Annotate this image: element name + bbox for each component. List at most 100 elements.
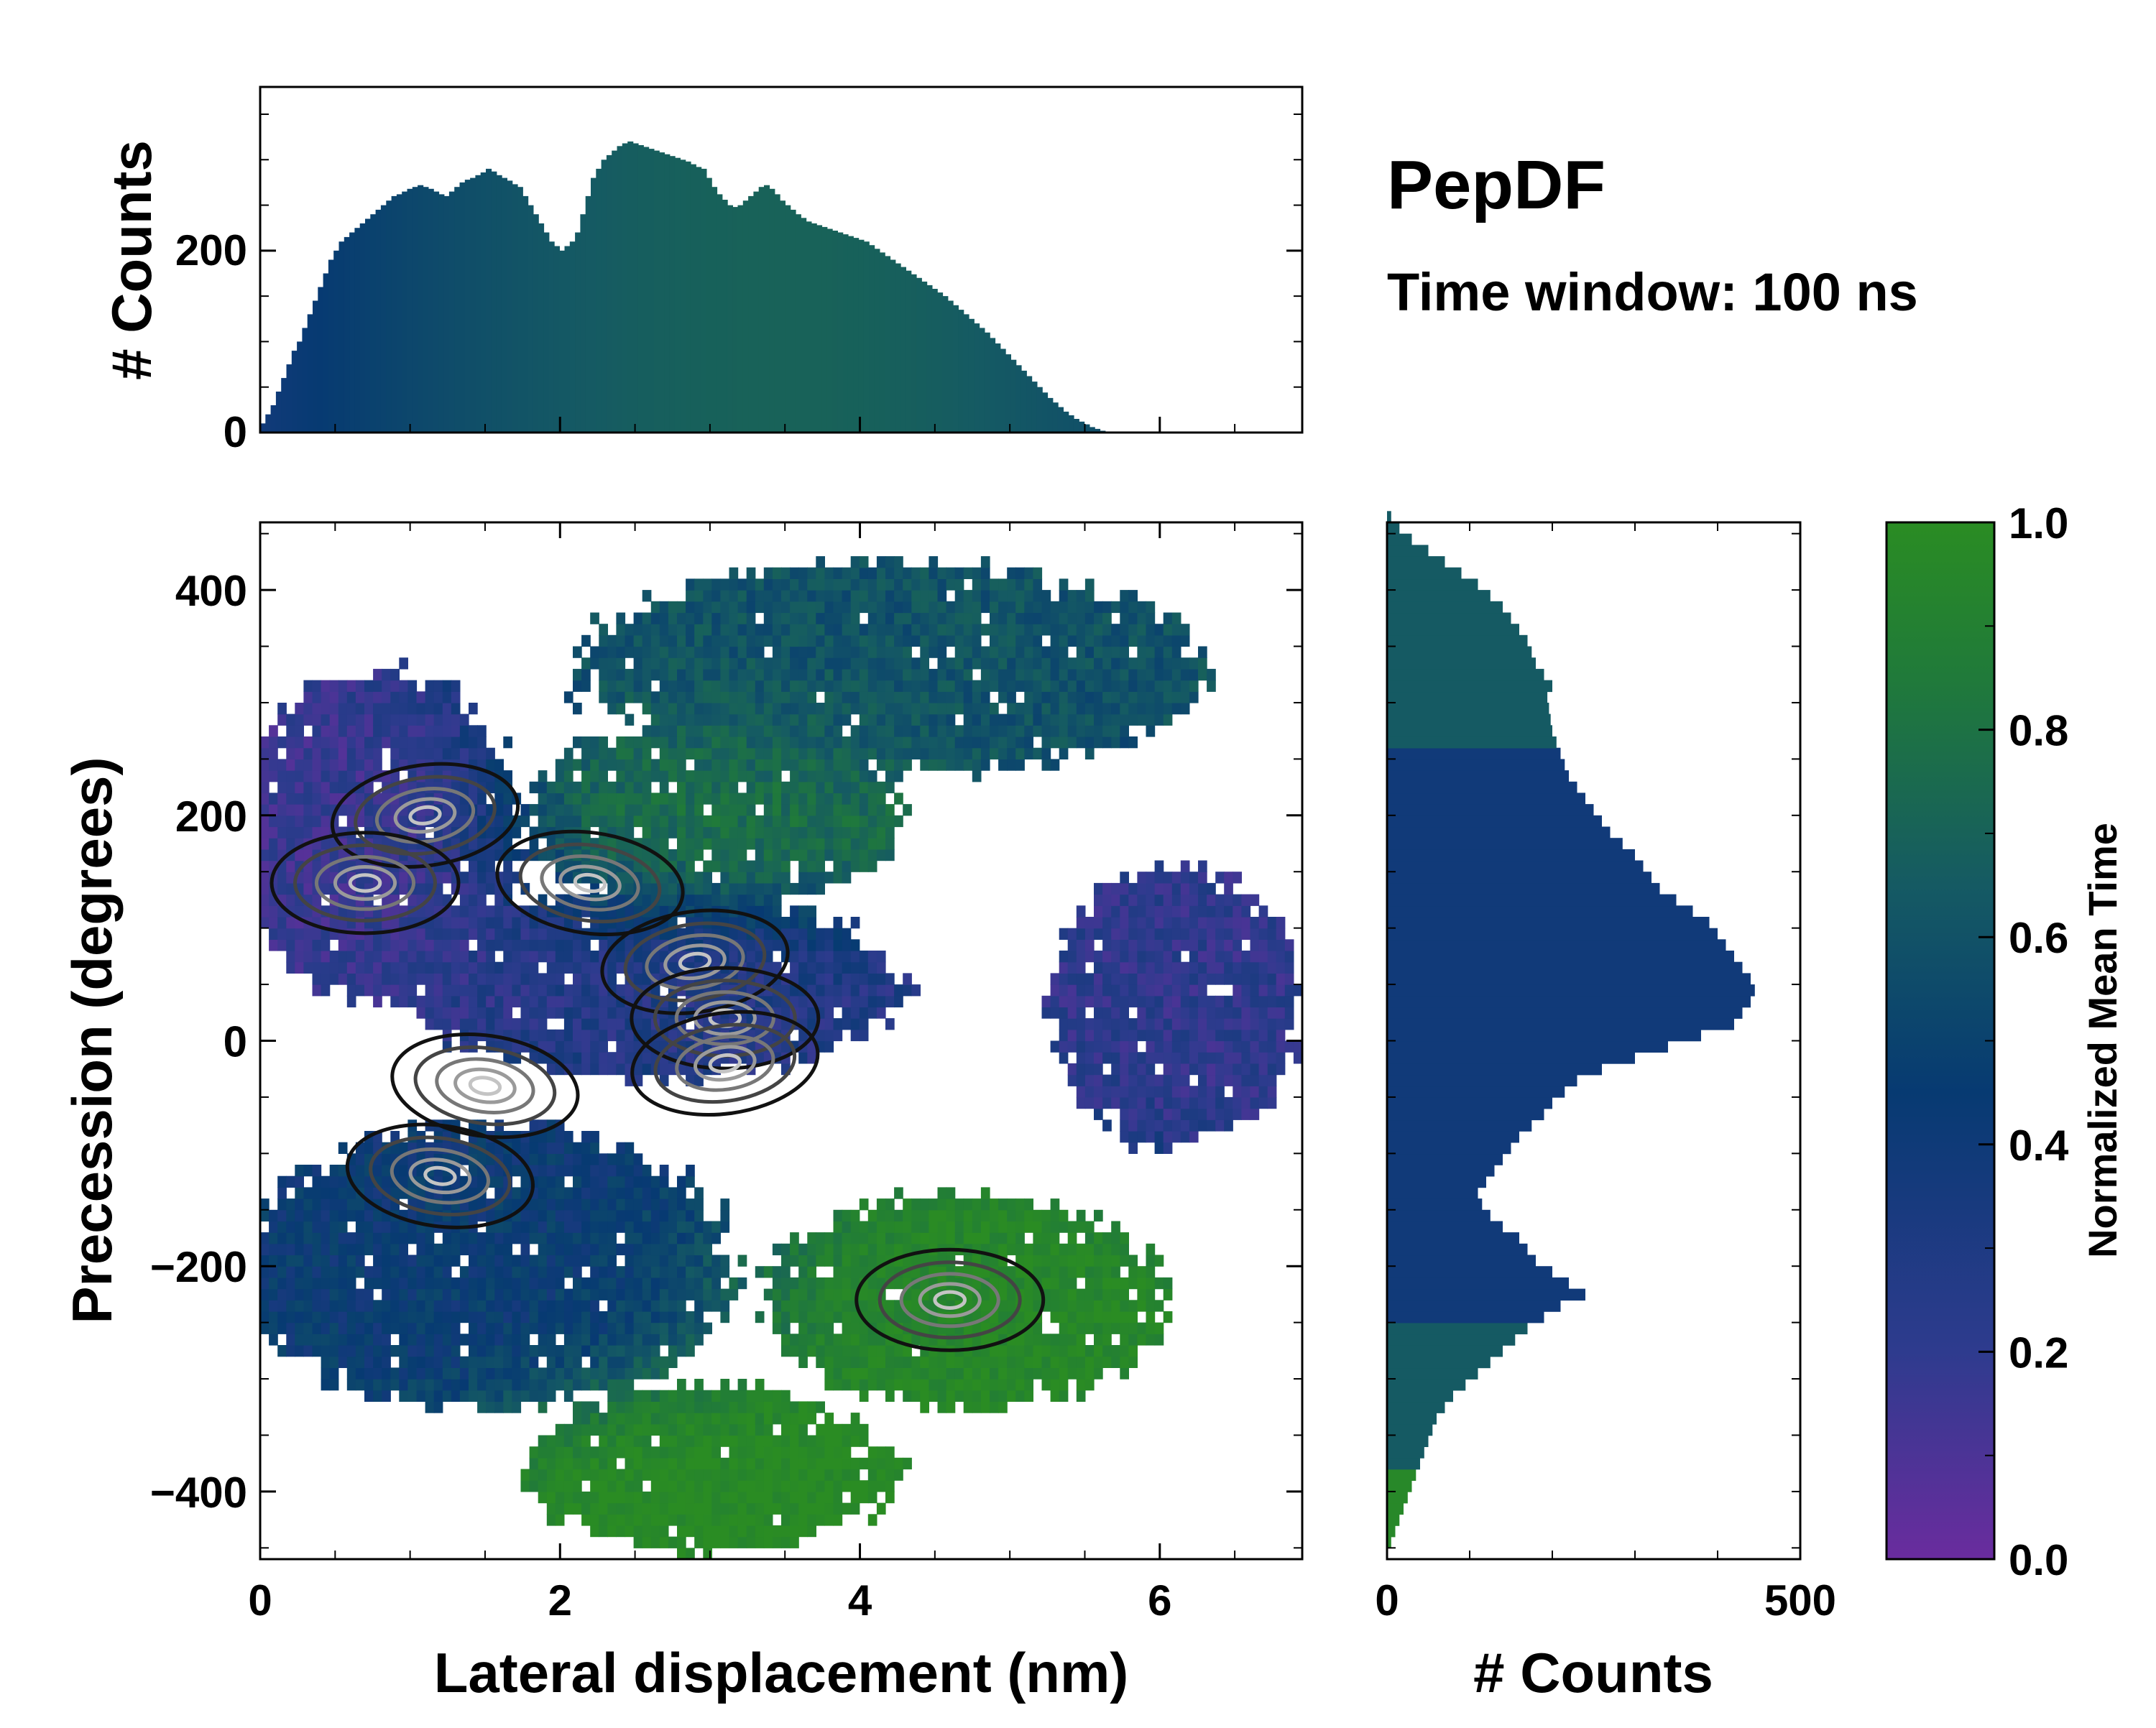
heatmap-cell (772, 849, 782, 861)
heatmap-cell (842, 928, 852, 940)
heatmap-cell (677, 1334, 686, 1346)
heatmap-cell (373, 747, 382, 759)
heatmap-cell (581, 657, 591, 670)
heatmap-cell (659, 646, 669, 658)
heatmap-cell (633, 1063, 643, 1076)
heatmap-cell (677, 1345, 686, 1357)
heatmap-cell (599, 1175, 608, 1188)
heatmap-cell (442, 1018, 452, 1030)
heatmap-cell (642, 1525, 652, 1538)
heatmap-cell (303, 759, 313, 771)
heatmap-cell (303, 804, 313, 816)
heatmap-cell (373, 691, 382, 703)
heatmap-cell (798, 1525, 808, 1538)
heatmap-cell (772, 860, 782, 872)
heatmap-cell (711, 838, 721, 850)
heatmap-cell (954, 1232, 964, 1244)
heatmap-cell (469, 1018, 478, 1030)
heatmap-cell (390, 1277, 400, 1290)
heatmap-cell (625, 1322, 635, 1334)
heatmap-cell (599, 1514, 608, 1526)
heatmap-cell (659, 1209, 669, 1222)
heatmap-cell (850, 973, 860, 985)
heatmap-cell (703, 624, 712, 636)
heatmap-cell (763, 849, 773, 861)
heatmap-cell (346, 1345, 356, 1357)
heatmap-cell (346, 1209, 356, 1222)
heatmap-cell (590, 646, 599, 658)
heatmap-cell (1033, 1232, 1043, 1244)
heatmap-cell (590, 1356, 599, 1368)
heatmap-cell (859, 1379, 869, 1391)
heatmap-cell (633, 1187, 643, 1199)
heatmap-cell (477, 747, 487, 759)
heatmap-cell (729, 612, 739, 624)
heatmap-cell (946, 1300, 956, 1312)
heatmap-cell (833, 601, 843, 614)
heatmap-cell (755, 747, 765, 759)
heatmap-cell (790, 713, 799, 726)
heatmap-cell (963, 1232, 973, 1244)
heatmap-cell (633, 1423, 643, 1436)
heatmap-cell (616, 1243, 626, 1256)
heatmap-cell (459, 995, 469, 1008)
heatmap-cell (442, 804, 452, 816)
heatmap-cell (555, 1514, 565, 1526)
heatmap-cell (903, 1390, 912, 1402)
heatmap-cell (1024, 567, 1033, 579)
heatmap-cell (807, 961, 816, 974)
heatmap-cell (677, 1255, 686, 1267)
heatmap-cell (555, 1175, 565, 1188)
heatmap-cell (546, 1175, 556, 1188)
heatmap-cell (1041, 995, 1051, 1008)
heatmap-cell (763, 759, 773, 771)
heatmap-cell (616, 1221, 626, 1233)
heatmap-cell (425, 973, 435, 985)
heatmap-cell (763, 624, 773, 636)
heatmap-cell (599, 815, 608, 828)
heatmap-cell (729, 849, 739, 861)
heatmap-cell (650, 1255, 660, 1267)
heatmap-cell (859, 1198, 869, 1211)
heatmap-cell (677, 759, 686, 771)
heatmap-cell (677, 826, 686, 838)
heatmap-cell (1059, 634, 1069, 647)
heatmap-cell (746, 770, 756, 782)
heatmap-cell (790, 1435, 799, 1447)
heatmap-cell (885, 1356, 895, 1368)
heatmap-cell (1015, 601, 1025, 614)
heatmap-cell (442, 1255, 452, 1267)
heatmap-cell (842, 657, 852, 670)
heatmap-cell (876, 1457, 886, 1470)
heatmap-cell (781, 984, 791, 997)
heatmap-cell (686, 668, 695, 681)
heatmap-cell (998, 1243, 1008, 1256)
heatmap-cell (338, 770, 348, 782)
heatmap-cell (980, 601, 990, 614)
heatmap-cell (668, 657, 678, 670)
heatmap-cell (599, 1255, 608, 1267)
heatmap-cell (694, 601, 704, 614)
heatmap-cell (346, 951, 356, 963)
heatmap-cell (763, 793, 773, 805)
heatmap-cell (590, 961, 599, 974)
heatmap-cell (469, 905, 478, 918)
heatmap-cell (729, 793, 739, 805)
heatmap-cell (807, 1345, 816, 1357)
heatmap-cell (538, 951, 548, 963)
heatmap-cell (894, 1311, 903, 1323)
heatmap-cell (581, 1502, 591, 1515)
heatmap-cell (364, 1345, 374, 1357)
heatmap-cell (1033, 612, 1043, 624)
heatmap-cell (677, 725, 686, 737)
heatmap-cell (963, 668, 973, 681)
heatmap-cell (642, 1300, 652, 1312)
heatmap-cell (581, 1311, 591, 1323)
heatmap-cell (659, 1446, 669, 1459)
heatmap-cell (503, 1198, 512, 1211)
heatmap-cell (885, 713, 895, 726)
heatmap-cell (737, 657, 747, 670)
heatmap-cell (346, 973, 356, 985)
heatmap-cell (659, 1536, 669, 1548)
heatmap-cell (677, 1548, 686, 1559)
